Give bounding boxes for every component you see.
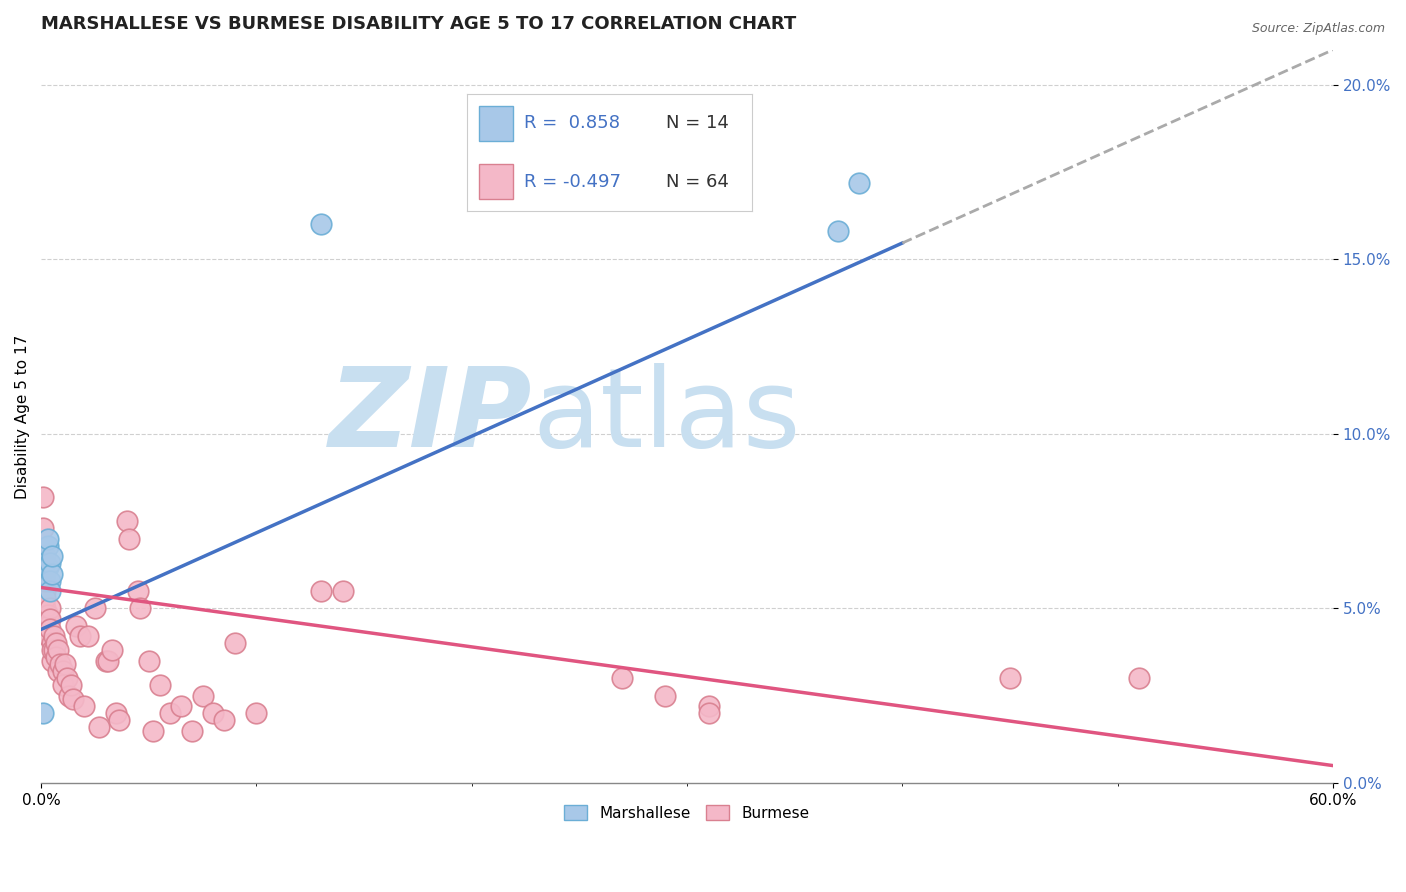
- Point: [38, 623, 60, 637]
- Point: [170, 699, 193, 714]
- Point: [148, 678, 170, 692]
- Point: [53, 657, 76, 672]
- Point: [37, 629, 59, 643]
- Point: [309, 218, 332, 232]
- Point: [41, 549, 63, 563]
- Point: [32, 521, 55, 535]
- Point: [37, 608, 59, 623]
- Point: [180, 723, 202, 738]
- Point: [37, 532, 59, 546]
- Point: [41, 566, 63, 581]
- Point: [118, 532, 141, 546]
- Y-axis label: Disability Age 5 to 17: Disability Age 5 to 17: [15, 334, 30, 499]
- Point: [202, 706, 225, 721]
- Point: [34, 601, 56, 615]
- Point: [41, 636, 63, 650]
- Point: [38, 601, 60, 615]
- Point: [65, 619, 87, 633]
- Point: [34, 591, 56, 605]
- Point: [1128, 671, 1150, 685]
- Point: [73, 699, 96, 714]
- Point: [62, 692, 84, 706]
- Point: [58, 689, 80, 703]
- Point: [84, 601, 107, 615]
- Point: [89, 720, 111, 734]
- Point: [309, 584, 332, 599]
- Point: [45, 636, 67, 650]
- Point: [41, 654, 63, 668]
- Point: [827, 224, 849, 238]
- Point: [105, 706, 128, 721]
- Point: [127, 584, 149, 599]
- Point: [212, 713, 235, 727]
- Point: [34, 584, 56, 599]
- Point: [56, 671, 79, 685]
- Point: [32, 490, 55, 504]
- Point: [697, 706, 720, 721]
- Point: [654, 689, 676, 703]
- Point: [34, 574, 56, 588]
- Point: [612, 671, 634, 685]
- Point: [38, 612, 60, 626]
- Point: [101, 643, 124, 657]
- Point: [60, 678, 83, 692]
- Point: [32, 549, 55, 563]
- Point: [34, 566, 56, 581]
- Text: Source: ZipAtlas.com: Source: ZipAtlas.com: [1251, 22, 1385, 36]
- Point: [138, 654, 160, 668]
- Point: [94, 654, 117, 668]
- Point: [52, 665, 75, 679]
- Point: [34, 549, 56, 563]
- Text: MARSHALLESE VS BURMESE DISABILITY AGE 5 TO 17 CORRELATION CHART: MARSHALLESE VS BURMESE DISABILITY AGE 5 …: [41, 15, 796, 33]
- Point: [32, 706, 55, 721]
- Point: [69, 629, 91, 643]
- Legend: Marshallese, Burmese: Marshallese, Burmese: [558, 798, 815, 827]
- Point: [159, 706, 181, 721]
- Point: [97, 654, 120, 668]
- Point: [46, 643, 69, 657]
- Point: [107, 713, 129, 727]
- Point: [998, 671, 1021, 685]
- Point: [45, 650, 67, 665]
- Point: [49, 657, 72, 672]
- Point: [142, 723, 165, 738]
- Point: [41, 643, 63, 657]
- Point: [697, 699, 720, 714]
- Text: atlas: atlas: [531, 363, 800, 470]
- Point: [129, 601, 152, 615]
- Point: [52, 678, 75, 692]
- Point: [77, 629, 100, 643]
- Point: [46, 665, 69, 679]
- Text: ZIP: ZIP: [329, 363, 531, 470]
- Point: [42, 643, 65, 657]
- Point: [38, 574, 60, 588]
- Point: [115, 514, 138, 528]
- Point: [245, 706, 267, 721]
- Point: [332, 584, 354, 599]
- Point: [38, 584, 60, 599]
- Point: [37, 559, 59, 574]
- Point: [848, 176, 870, 190]
- Point: [191, 689, 214, 703]
- Point: [38, 556, 60, 570]
- Point: [37, 539, 59, 553]
- Point: [42, 629, 65, 643]
- Point: [224, 636, 246, 650]
- Point: [37, 619, 59, 633]
